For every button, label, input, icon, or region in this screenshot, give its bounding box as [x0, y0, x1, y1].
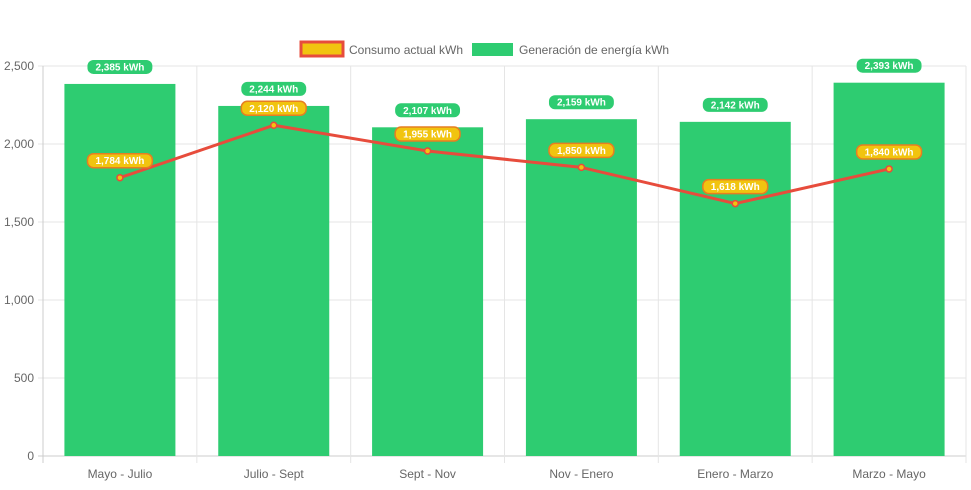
- y-tick-label: 2,000: [4, 137, 34, 151]
- legend-item-consumo[interactable]: Consumo actual kWh: [299, 40, 463, 58]
- point-consumo[interactable]: [885, 165, 893, 173]
- data-label-consumo: 2,120 kWh: [249, 104, 298, 115]
- legend-label-generacion: Generación de energía kWh: [519, 43, 669, 57]
- data-label-generacion: 2,107 kWh: [403, 106, 452, 117]
- point-consumo[interactable]: [116, 173, 124, 182]
- data-labels: 2,385 kWh 2,244 kWh 2,107 kWh 2,159 kWh 2,14…: [86, 58, 923, 195]
- y-tick-label: 0: [27, 449, 34, 463]
- data-label-consumo: 1,840 kWh: [865, 147, 914, 158]
- data-label-consumo-bg: [548, 142, 615, 159]
- data-label-consumo-bg: [240, 100, 307, 117]
- data-label-generacion: 2,159 kWh: [557, 98, 606, 109]
- x-tick-label: Marzo - Mayo: [852, 467, 926, 481]
- data-label-generacion-bg: [856, 58, 922, 73]
- data-label-generacion: 2,393 kWh: [865, 61, 914, 72]
- data-label-consumo-bg: [394, 126, 461, 142]
- point-consumo[interactable]: [423, 147, 432, 155]
- data-label-consumo-bg: [855, 144, 923, 160]
- legend-item-generacion[interactable]: Generación de energía kWh: [472, 43, 669, 57]
- data-label-consumo: 1,850 kWh: [557, 146, 606, 157]
- y-tick-label: 1,500: [4, 215, 34, 229]
- legend: Consumo actual kWh Generación de energía…: [299, 40, 669, 58]
- x-tick-label: Julio - Sept: [244, 467, 305, 481]
- data-label-consumo-bg: [86, 152, 154, 169]
- y-tick-label: 500: [14, 371, 34, 385]
- data-label-generacion-bg: [87, 59, 153, 74]
- data-label-consumo: 1,955 kWh: [403, 130, 452, 141]
- data-label-consumo: 1,618 kWh: [711, 182, 760, 193]
- legend-swatch-generacion: [472, 43, 513, 56]
- data-label-generacion-bg: [548, 95, 614, 110]
- data-label-consumo: 1,784 kWh: [95, 156, 144, 167]
- bar-generacion[interactable]: [218, 105, 330, 456]
- data-label-generacion-bg: [241, 81, 307, 96]
- y-tick-label: 1,000: [4, 293, 34, 307]
- data-label-generacion: 2,244 kWh: [249, 84, 298, 95]
- y-axis: 0 500 1,000 1,500 2,000 2,500: [4, 59, 34, 463]
- x-tick-label: Mayo - Julio: [88, 467, 153, 481]
- legend-label-consumo: Consumo actual kWh: [349, 43, 463, 57]
- bar-generacion[interactable]: [833, 82, 945, 456]
- x-tick-label: Sept - Nov: [399, 467, 456, 481]
- point-consumo[interactable]: [270, 121, 278, 130]
- x-tick-label: Enero - Marzo: [697, 467, 773, 481]
- data-label-generacion: 2,385 kWh: [95, 62, 144, 73]
- bar-generacion[interactable]: [372, 127, 484, 457]
- y-tick-label: 2,500: [4, 59, 34, 73]
- data-label-generacion-bg: [702, 97, 768, 112]
- legend-swatch-consumo: [299, 40, 345, 58]
- bar-generacion[interactable]: [64, 83, 176, 456]
- grid: [38, 65, 967, 463]
- point-consumo[interactable]: [731, 199, 739, 208]
- line-consumo: [116, 121, 893, 208]
- data-label-generacion-bg: [395, 103, 461, 118]
- line-consumo-path: [119, 123, 890, 206]
- bar-generacion[interactable]: [679, 121, 791, 457]
- x-axis: Mayo - Julio Julio - Sept Sept - Nov Nov - …: [88, 467, 927, 481]
- data-label-consumo-bg: [702, 178, 769, 195]
- point-consumo[interactable]: [577, 163, 586, 172]
- x-tick-label: Nov - Enero: [549, 467, 613, 481]
- data-label-generacion: 2,142 kWh: [711, 100, 760, 111]
- bars-generacion: [64, 82, 945, 457]
